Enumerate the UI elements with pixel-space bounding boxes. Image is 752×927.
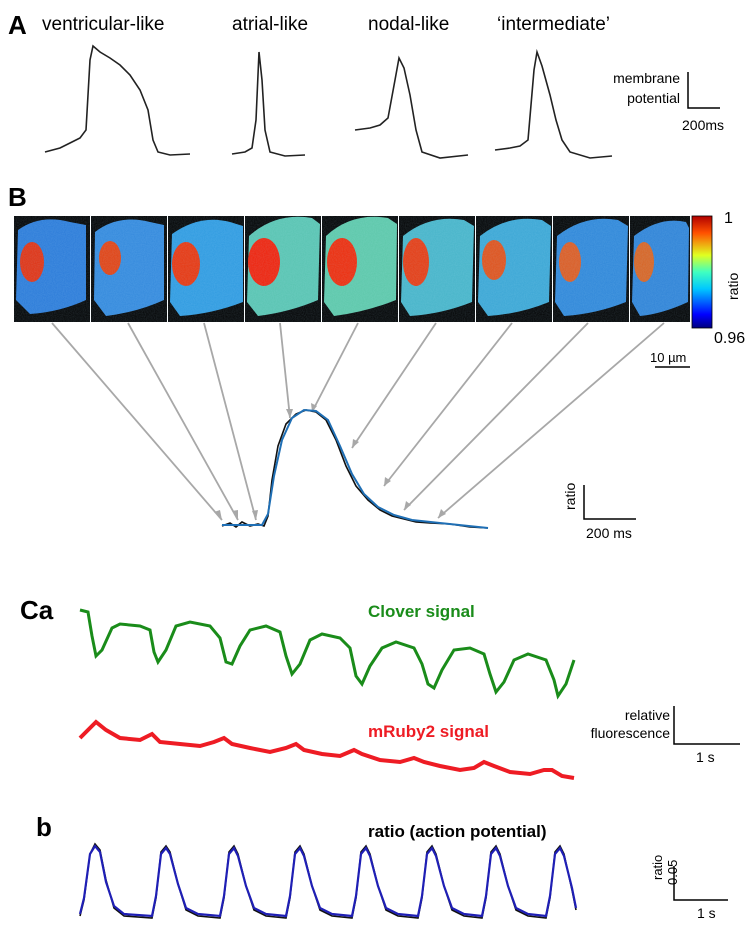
panel-b-arrows xyxy=(51,322,665,521)
fluorescence-label: fluorescence xyxy=(590,725,670,741)
panel-cb-letter: b xyxy=(36,812,52,842)
panel-a-letter: A xyxy=(8,10,27,40)
ratio-trace xyxy=(78,842,578,919)
panel-b-scale-bar xyxy=(583,485,636,520)
panel-ca-letter: Ca xyxy=(20,595,54,625)
panel-b-trace-fit xyxy=(222,408,489,529)
nodal-label: nodal-like xyxy=(368,14,450,35)
mruby-signal-label: mRuby2 signal xyxy=(368,722,489,741)
mruby-trace xyxy=(78,719,575,780)
panel-b-arrowheads xyxy=(214,403,446,520)
potential-label: potential xyxy=(627,90,680,106)
relative-label: relative xyxy=(624,707,670,723)
colorbar-min: 0.96 xyxy=(714,330,746,347)
intermediate-trace xyxy=(494,48,613,159)
ventricular-trace xyxy=(44,44,191,156)
panel-a-scale-bar xyxy=(687,72,720,109)
clover-signal-label: Clover signal xyxy=(368,602,475,621)
colorbar-max: 1 xyxy=(724,210,733,227)
fluor-time-scale-label: 1 s xyxy=(696,749,715,765)
panel-a-time-scale-label: 200ms xyxy=(682,117,725,133)
intermediate-label: ‘intermediate’ xyxy=(497,14,610,35)
panel-b-letter: B xyxy=(8,182,27,212)
atrial-label: atrial-like xyxy=(232,14,309,35)
membrane-label: membrane xyxy=(613,70,680,86)
panel-a-traces xyxy=(44,44,613,159)
colorbar xyxy=(691,215,713,329)
fluor-scale-bar xyxy=(673,706,740,745)
nodal-trace xyxy=(354,55,469,159)
image-scale-label: 10 µm xyxy=(650,350,687,365)
panel-b-frames xyxy=(14,215,713,329)
ventricular-label: ventricular-like xyxy=(42,14,165,35)
panel-b-trace xyxy=(221,408,489,529)
trace-scale-time-label: 200 ms xyxy=(586,525,632,541)
ratio-signal-label: ratio (action potential) xyxy=(368,822,547,841)
atrial-trace xyxy=(231,51,306,157)
clover-trace xyxy=(79,608,576,700)
ratio-time-scale-label: 1 s xyxy=(697,905,716,921)
ratio-scale-bar xyxy=(673,866,728,901)
